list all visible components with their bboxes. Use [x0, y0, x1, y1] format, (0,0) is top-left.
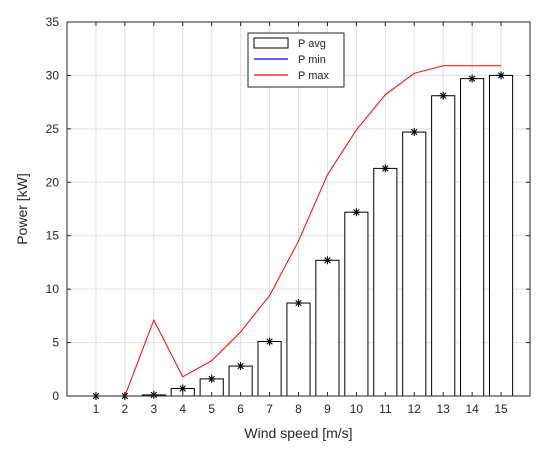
bar [431, 95, 456, 397]
y-tick-label: 10 [46, 282, 60, 296]
line-p-max [95, 65, 502, 397]
x-tick-label: 4 [179, 402, 186, 416]
bar [460, 78, 485, 397]
x-tick-label: 7 [266, 402, 273, 416]
bar-top-markers [91, 71, 506, 400]
asterisk-marker [236, 362, 245, 371]
asterisk-marker [468, 74, 477, 83]
y-tick-label: 5 [52, 336, 59, 350]
x-tick-label: 13 [437, 402, 451, 416]
bar [257, 341, 282, 397]
bar [344, 211, 369, 397]
asterisk-marker [410, 128, 419, 137]
x-tick-label: 10 [350, 402, 364, 416]
x-tick-label: 14 [465, 402, 479, 416]
bar [228, 365, 253, 397]
y-axis-label: Power [kW] [14, 173, 30, 245]
asterisk-marker [439, 91, 448, 100]
x-tick-label: 3 [150, 402, 157, 416]
asterisk-marker [381, 164, 390, 173]
bar [373, 167, 398, 397]
x-tick-label: 8 [295, 402, 302, 416]
y-tick-label: 35 [46, 15, 60, 29]
y-tick-label: 20 [46, 175, 60, 189]
x-tick-label: 9 [324, 402, 331, 416]
x-tick-label: 6 [237, 402, 244, 416]
bar [488, 74, 514, 397]
x-tick-label: 1 [93, 402, 100, 416]
asterisk-marker [207, 374, 216, 383]
asterisk-marker [497, 71, 506, 80]
bar [286, 302, 311, 397]
legend-label-p-max: P max [298, 70, 329, 82]
legend: P avg P min P max [247, 32, 345, 88]
asterisk-marker [323, 256, 332, 265]
legend-label-p-min: P min [298, 54, 326, 66]
x-tick-label: 12 [408, 402, 422, 416]
asterisk-marker [265, 337, 274, 346]
legend-swatch-p-avg [253, 37, 289, 49]
bar [315, 259, 340, 397]
x-tick-label: 15 [494, 402, 508, 416]
legend-label-p-avg: P avg [298, 38, 326, 50]
y-tick-label: 0 [52, 389, 59, 403]
bar [402, 131, 427, 397]
asterisk-marker [352, 208, 361, 217]
x-tick-label: 11 [379, 402, 392, 416]
x-tick-label: 5 [208, 402, 215, 416]
asterisk-marker [178, 384, 187, 393]
bar-series-p-avg [141, 74, 514, 397]
y-tick-label: 25 [46, 122, 60, 136]
y-tick-label: 15 [46, 229, 60, 243]
x-axis-label: Wind speed [m/s] [244, 425, 352, 441]
asterisk-marker [294, 299, 303, 308]
x-tick-label: 2 [122, 402, 129, 416]
y-tick-label: 30 [46, 68, 60, 82]
